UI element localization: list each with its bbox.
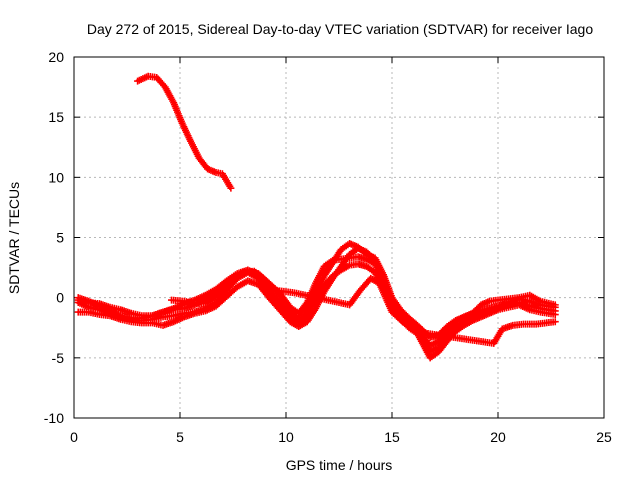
y-tick-label: -10 xyxy=(44,410,64,426)
x-tick-label: 0 xyxy=(70,429,78,445)
data-point xyxy=(551,311,559,319)
chart-title: Day 272 of 2015, Sidereal Day-to-day VTE… xyxy=(87,21,594,37)
series-trace-high xyxy=(134,72,235,192)
y-tick-label: 15 xyxy=(48,109,64,125)
series-trace-d xyxy=(74,240,559,341)
y-tick-label: 5 xyxy=(56,230,64,246)
series-trace-e xyxy=(168,267,559,347)
y-axis-label: SDTVAR / TECUs xyxy=(6,182,22,294)
data-point xyxy=(551,318,559,326)
grid xyxy=(73,56,605,419)
data-points xyxy=(74,72,559,362)
x-tick-label: 15 xyxy=(384,429,400,445)
x-tick-label: 20 xyxy=(490,429,506,445)
data-point xyxy=(551,301,559,309)
plot-frame xyxy=(73,56,605,419)
data-point xyxy=(227,184,235,192)
x-tick-label: 10 xyxy=(278,429,294,445)
tick-labels: 0 5 10 15 20 25 -10 -5 0 5 10 15 20 xyxy=(44,49,612,445)
y-tick-label: 0 xyxy=(56,290,64,306)
y-tick-label: 10 xyxy=(48,169,64,185)
y-tick-label: 20 xyxy=(48,49,64,65)
x-tick-label: 25 xyxy=(596,429,612,445)
y-tick-label: -5 xyxy=(52,350,65,366)
x-tick-label: 5 xyxy=(176,429,184,445)
x-axis-label: GPS time / hours xyxy=(286,457,393,473)
